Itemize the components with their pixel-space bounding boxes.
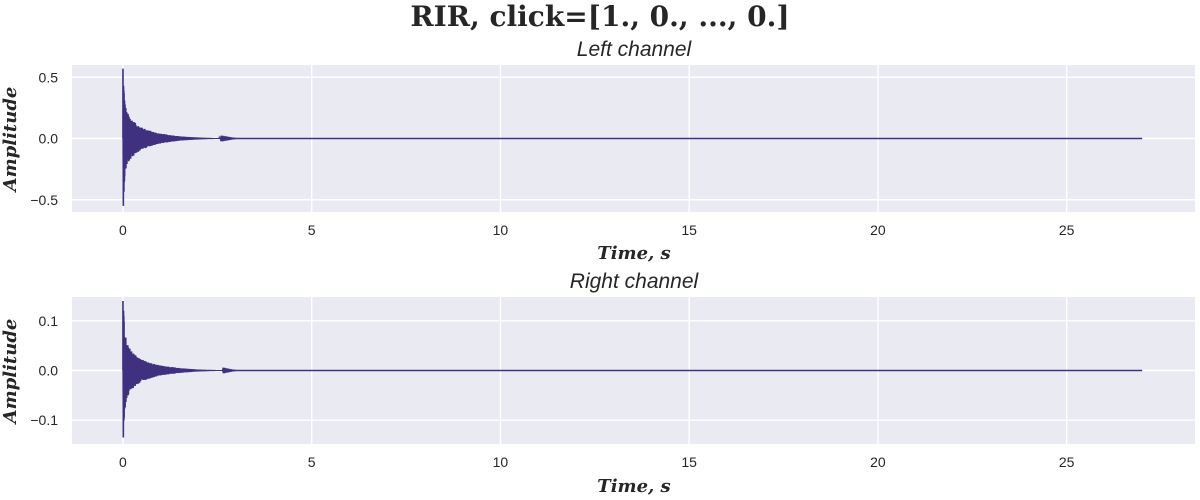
right-channel-x-tick-label: 25 [1059, 454, 1075, 470]
right-channel-y-tick-label: −0.1 [30, 412, 58, 428]
left-channel-title: Left channel [577, 38, 693, 61]
left-channel-y-tick-label: −0.5 [30, 192, 58, 208]
right-channel-y-axis-label: Amplitude [0, 319, 21, 426]
right-channel-x-tick-label: 15 [681, 454, 697, 470]
right-channel-waveform [122, 300, 1143, 438]
left-channel-y-axis-label: Amplitude [0, 87, 21, 194]
left-channel-x-tick-label: 5 [308, 222, 316, 238]
right-channel-x-ticks: 0 5 10 15 20 25 [119, 454, 1075, 470]
left-channel-axes: Left channel 0 5 10 15 20 25 −0.5 0.0 0.5 Time,… [0, 38, 1195, 264]
left-channel-x-ticks: 0 5 10 15 20 25 [119, 222, 1075, 238]
right-channel-title: Right channel [570, 270, 700, 293]
right-channel-axes: Right channel 0 5 10 15 20 25 −0.1 0.0 0.1 Time… [0, 270, 1195, 497]
figure-title: RIR, click=[1., 0., ..., 0.] [410, 0, 789, 33]
left-channel-x-tick-label: 25 [1059, 222, 1075, 238]
right-channel-x-tick-label: 0 [119, 454, 127, 470]
right-channel-y-tick-label: 0.0 [39, 363, 59, 379]
right-channel-x-tick-label: 10 [493, 454, 509, 470]
right-channel-y-tick-label: 0.1 [39, 313, 59, 329]
right-channel-x-tick-label: 5 [308, 454, 316, 470]
right-channel-x-tick-label: 20 [870, 454, 886, 470]
right-channel-y-ticks: −0.1 0.0 0.1 [30, 313, 58, 428]
right-channel-x-axis-label: Time, s [597, 476, 670, 497]
left-channel-x-tick-label: 15 [681, 222, 697, 238]
left-channel-x-tick-label: 10 [493, 222, 509, 238]
left-channel-x-tick-label: 0 [119, 222, 127, 238]
left-channel-y-tick-label: 0.5 [39, 69, 59, 85]
left-channel-waveform [122, 68, 1143, 206]
left-channel-y-ticks: −0.5 0.0 0.5 [30, 69, 58, 208]
left-channel-x-axis-label: Time, s [597, 243, 670, 264]
left-channel-y-tick-label: 0.0 [39, 131, 59, 147]
left-channel-x-tick-label: 20 [870, 222, 886, 238]
